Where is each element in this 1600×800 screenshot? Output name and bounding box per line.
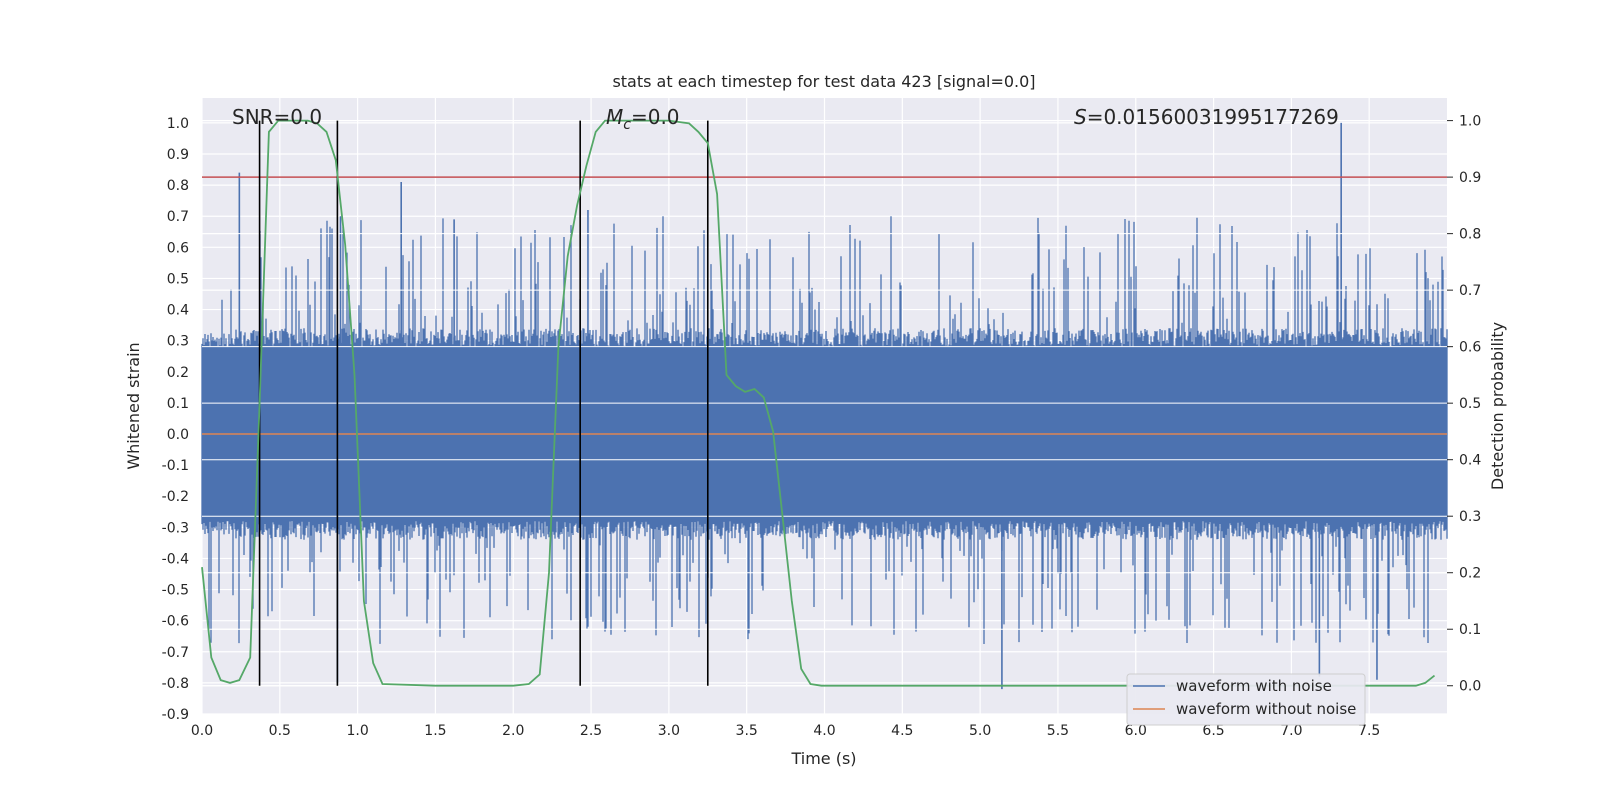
y-tick-label: -0.7 (162, 645, 189, 661)
x-tick-label: 0.0 (191, 723, 213, 739)
y2-tick-label: 1.0 (1459, 114, 1481, 130)
detection-probability-line (201, 119, 1436, 687)
x-tick-label: 4.5 (891, 723, 913, 739)
score-value: =0.01560031995177269 (1087, 105, 1339, 129)
y-tick-label: 0.8 (167, 178, 189, 194)
y-tick-label: 0.4 (167, 303, 189, 319)
y2-tick-label: 0.2 (1459, 566, 1481, 582)
x-tick-label: 3.5 (736, 723, 758, 739)
score-symbol: S (1074, 105, 1087, 129)
x-tick-label: 0.5 (269, 723, 291, 739)
y-tick-label: -0.9 (162, 707, 189, 723)
y-tick-label: 0.2 (167, 365, 189, 381)
y-tick-label: 0.7 (167, 209, 189, 225)
y-tick-label: 0.1 (167, 396, 189, 412)
chirp-mass-subscript: c (623, 117, 631, 133)
y2-tick-label: 0.4 (1459, 453, 1481, 469)
legend-label-clean: waveform without noise (1176, 700, 1356, 718)
x-axis-label: Time (s) (790, 749, 856, 768)
y-tick-label: 1.0 (167, 116, 189, 132)
x-tick-label: 7.5 (1358, 723, 1380, 739)
chart-title: stats at each timestep for test data 423… (612, 72, 1035, 91)
x-axis-ticks: 0.0 0.5 1.0 1.5 2.0 2.5 3.0 3.5 4.0 4.5 5.0 5.5 6.0 6… (191, 723, 1380, 739)
y-tick-label: -0.5 (162, 583, 189, 599)
x-tick-label: 5.5 (1047, 723, 1069, 739)
x-tick-label: 4.0 (813, 723, 835, 739)
y-tick-label: -0.1 (162, 458, 189, 474)
x-tick-label: 1.0 (346, 723, 368, 739)
x-tick-label: 6.0 (1125, 723, 1147, 739)
x-tick-label: 2.0 (502, 723, 524, 739)
x-tick-label: 1.5 (424, 723, 446, 739)
score-annotation: S=0.01560031995177269 (1074, 105, 1339, 129)
y-tick-label: 0.3 (167, 334, 189, 350)
y2-tick-label: 0.6 (1459, 340, 1481, 356)
chirp-mass-symbol: M (606, 105, 623, 129)
y2-axis-label: Detection probability (1488, 322, 1507, 490)
chirp-mass-annotation: Mc=0.0 (606, 105, 680, 133)
x-tick-label: 3.0 (658, 723, 680, 739)
x-tick-label: 7.0 (1280, 723, 1302, 739)
chirp-mass-value: =0.0 (631, 105, 680, 129)
y2-tick-label: 0.3 (1459, 509, 1481, 525)
y-tick-label: -0.8 (162, 676, 189, 692)
y-tick-label: 0.5 (167, 271, 189, 287)
overlay-lines (201, 119, 1447, 687)
y-tick-label: 0.6 (167, 240, 189, 256)
y2-axis-ticks: 0.0 0.1 0.2 0.3 0.4 0.5 0.6 0.7 0.8 0.9 1.0 (1447, 114, 1481, 695)
y-tick-label: -0.2 (162, 489, 189, 505)
y2-tick-label: 0.7 (1459, 283, 1481, 299)
y-tick-label: -0.6 (162, 614, 189, 630)
y2-tick-label: 0.9 (1459, 170, 1481, 186)
y-tick-label: 0.9 (167, 147, 189, 163)
y-tick-label: -0.3 (162, 520, 189, 536)
y2-tick-label: 0.1 (1459, 622, 1481, 638)
y2-tick-label: 0.0 (1459, 679, 1481, 695)
y-axis-ticks: -0.9 -0.8 -0.7 -0.6 -0.5 -0.4 -0.3 -0.2 -0.1 0.0 0… (162, 116, 189, 723)
x-tick-label: 6.5 (1202, 723, 1224, 739)
y-axis-label: Whitened strain (124, 342, 143, 469)
legend: waveform with noise waveform without noi… (1126, 673, 1366, 726)
legend-label-noise: waveform with noise (1176, 677, 1332, 695)
y2-tick-label: 0.5 (1459, 396, 1481, 412)
y-tick-label: -0.4 (162, 551, 189, 567)
legend-box (1126, 673, 1366, 726)
y2-tick-label: 0.8 (1459, 227, 1481, 243)
x-tick-label: 5.0 (969, 723, 991, 739)
y-tick-label: 0.0 (167, 427, 189, 443)
x-tick-label: 2.5 (580, 723, 602, 739)
snr-annotation: SNR=0.0 (232, 105, 322, 129)
